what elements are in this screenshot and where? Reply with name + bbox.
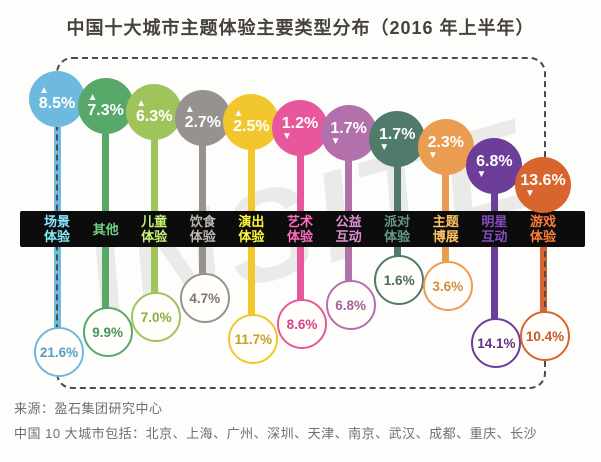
- top-value: 2.3%: [427, 134, 465, 151]
- top-value: 13.6%: [520, 172, 566, 189]
- bottom-value: 14.1%: [477, 335, 516, 351]
- bottom-value: 1.6%: [383, 272, 415, 288]
- top-bubble: 6.8% ▼: [466, 138, 523, 194]
- bottom-ring: 1.6%: [374, 255, 425, 305]
- band-label: 其他: [81, 211, 131, 247]
- top-bubble: 1.7% ▼: [369, 111, 426, 167]
- trend-up-icon: ▲: [233, 108, 244, 119]
- band-label: 饮食 体验: [178, 211, 228, 247]
- band-label: 艺术 体验: [275, 211, 325, 247]
- bottom-ring: 6.8%: [325, 280, 376, 330]
- trend-up-icon: ▲: [184, 104, 195, 115]
- trend-up-icon: ▲: [136, 98, 147, 109]
- top-value: 1.2%: [281, 115, 319, 132]
- trend-up-icon: ▲: [87, 92, 98, 103]
- bottom-ring: 3.6%: [422, 261, 473, 311]
- top-bubble: ▲ 8.5%: [29, 71, 85, 127]
- top-value: 6.8%: [476, 153, 513, 170]
- stem: [490, 166, 498, 341]
- top-value: 1.7%: [330, 120, 367, 137]
- bottom-value: 10.4%: [525, 328, 565, 344]
- bottom-value: 7.0%: [140, 309, 172, 325]
- bottom-ring: 21.6%: [34, 327, 84, 377]
- band-label-line: 明星: [481, 214, 508, 229]
- band-label: 主题 博展: [421, 211, 471, 247]
- top-value: 6.3%: [135, 108, 173, 125]
- category-band: [20, 211, 585, 247]
- trend-down-icon: ▼: [476, 169, 487, 180]
- top-bubble: ▲ 6.3%: [126, 84, 183, 140]
- bottom-value: 3.6%: [432, 278, 464, 294]
- band-label-line: 场景: [43, 214, 70, 229]
- bottom-ring: 9.9%: [82, 307, 133, 357]
- chart-title: 中国十大城市主题体验主要类型分布（2016 年上半年）: [66, 18, 535, 38]
- band-label-line: 儿童: [141, 214, 168, 229]
- top-bubble: 2.3% ▼: [417, 119, 474, 175]
- top-bubble: ▲ 7.3%: [77, 78, 134, 134]
- bottom-ring: 8.6%: [277, 299, 327, 349]
- bottom-value: 9.9%: [92, 324, 123, 340]
- trend-up-icon: ▲: [39, 85, 49, 96]
- bottom-ring: 10.4%: [520, 311, 570, 361]
- bottom-ring: 7.0%: [131, 292, 182, 342]
- band-label-line: 博展: [432, 229, 459, 244]
- band-label: 演出 体验: [226, 211, 276, 247]
- band-label-line: 派对: [384, 214, 411, 229]
- band-label: 公益 互动: [324, 211, 374, 247]
- band-label: 场景 体验: [32, 211, 82, 247]
- band-label-line: 体验: [43, 229, 70, 244]
- bottom-ring: 14.1%: [471, 318, 522, 368]
- stem: [393, 139, 401, 278]
- top-value: 7.3%: [87, 102, 124, 119]
- bottom-value: 6.8%: [335, 297, 366, 313]
- trend-down-icon: ▼: [282, 131, 292, 142]
- band-label-line: 互动: [481, 229, 508, 244]
- trend-down-icon: ▼: [525, 188, 535, 199]
- top-bubble: 1.7% ▼: [320, 105, 377, 161]
- top-value: 1.7%: [378, 126, 416, 143]
- bottom-ring: 11.7%: [228, 314, 279, 364]
- band-label-line: 体验: [286, 229, 313, 244]
- band-label-line: 游戏: [529, 214, 556, 229]
- bottom-ring: 4.7%: [179, 273, 230, 323]
- band-label-line: 饮食: [189, 214, 216, 229]
- band-label-line: 体验: [384, 229, 411, 244]
- trend-down-icon: ▼: [379, 142, 390, 153]
- band-label: 明星 互动: [469, 211, 519, 247]
- source-text: 来源：盈石集团研究中心: [14, 401, 163, 416]
- bottom-value: 11.7%: [234, 331, 273, 347]
- band-label-line: 其他: [92, 221, 119, 237]
- band-label-line: 主题: [432, 214, 459, 229]
- band-label-line: 艺术: [286, 214, 313, 229]
- trend-down-icon: ▼: [427, 150, 438, 161]
- band-label-line: 公益: [335, 214, 362, 229]
- trend-down-icon: ▼: [330, 136, 341, 147]
- top-bubble: 1.2% ▼: [272, 100, 328, 156]
- top-bubble: 13.6% ▼: [515, 157, 571, 213]
- band-label-line: 体验: [238, 229, 265, 244]
- cities-text: 中国 10 大城市包括：北京、上海、广州、深圳、天津、南京、武汉、成都、重庆、长…: [14, 426, 538, 441]
- top-value: 8.5%: [38, 95, 76, 112]
- stem: [199, 118, 207, 296]
- top-bubble: ▲ 2.5%: [223, 94, 280, 150]
- top-bubble: ▲ 2.7%: [174, 90, 231, 146]
- bottom-value: 21.6%: [39, 344, 79, 360]
- top-value: 2.7%: [184, 114, 222, 131]
- band-label: 派对 体验: [372, 211, 422, 247]
- band-label-line: 互动: [335, 229, 362, 244]
- stem: [539, 185, 547, 334]
- band-label-line: 体验: [189, 229, 216, 244]
- bottom-value: 8.6%: [286, 316, 318, 332]
- band-label-line: 演出: [238, 214, 265, 229]
- top-value: 2.5%: [233, 118, 270, 135]
- bottom-value: 4.7%: [189, 290, 221, 306]
- band-label: 儿童 体验: [129, 211, 179, 247]
- band-label-line: 体验: [141, 229, 168, 244]
- band-label-line: 体验: [529, 229, 556, 244]
- band-label: 游戏 体验: [518, 211, 568, 247]
